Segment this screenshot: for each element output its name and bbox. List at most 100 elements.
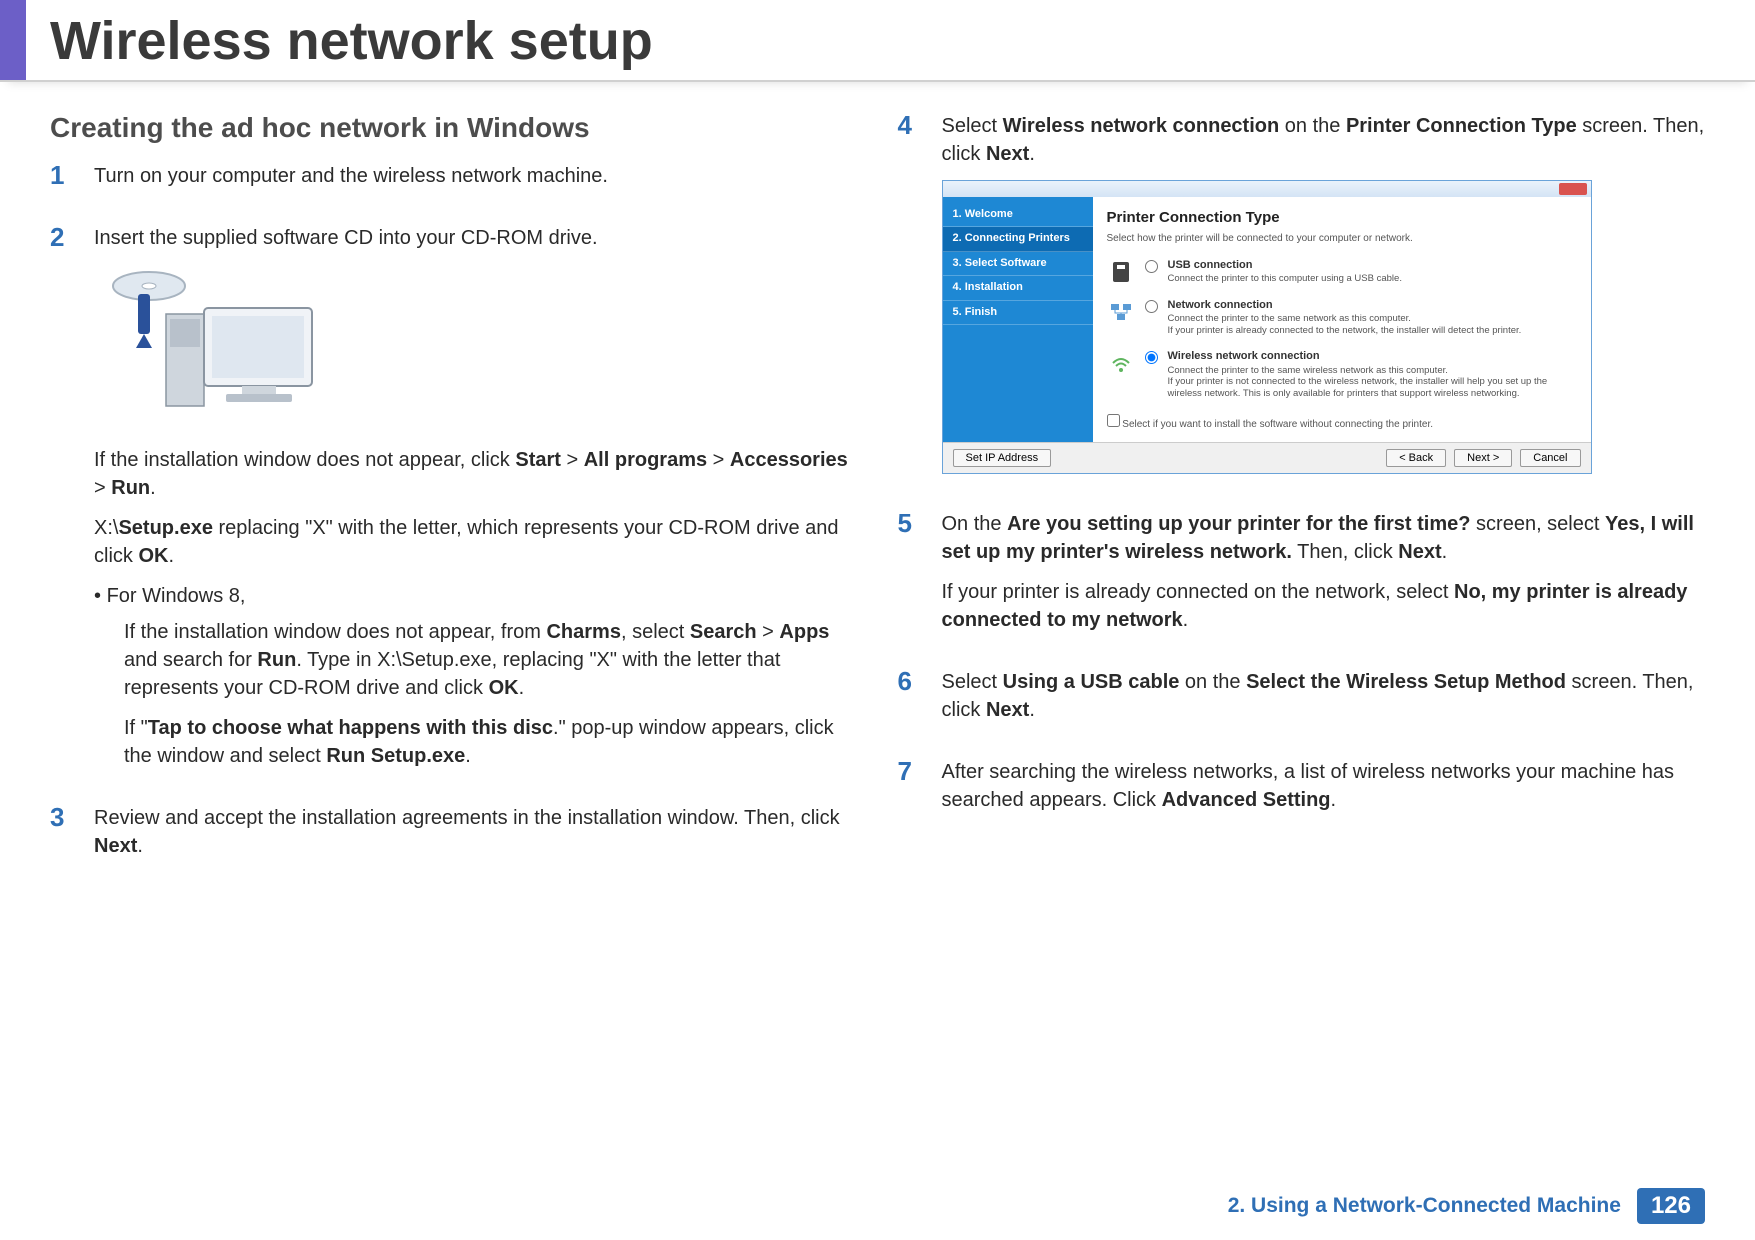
t: , select <box>621 621 690 643</box>
step-2-body: Insert the supplied software CD into you… <box>94 224 858 782</box>
chapter-label: 2. Using a Network-Connected Machine <box>1228 1194 1621 1218</box>
step-2-number: 2 <box>50 224 72 782</box>
wizard-step-4: 4. Installation <box>943 276 1093 300</box>
t: and search for <box>124 649 257 671</box>
dialog-sidebar: 1. Welcome 2. Connecting Printers 3. Sel… <box>943 197 1093 442</box>
step-4-number: 4 <box>898 112 920 488</box>
radio-wireless[interactable] <box>1145 351 1158 364</box>
option-network[interactable]: Network connection Connect the printer t… <box>1107 298 1577 337</box>
t: Printer Connection Type <box>1346 115 1577 137</box>
t: Then, click <box>1292 541 1398 563</box>
t: Setup.exe <box>118 517 212 539</box>
step-3: 3 Review and accept the installation agr… <box>50 804 858 872</box>
radio-network[interactable] <box>1145 300 1158 313</box>
page-number: 126 <box>1637 1188 1705 1224</box>
step-3-body: Review and accept the installation agree… <box>94 804 858 872</box>
step-7-text: After searching the wireless networks, a… <box>942 758 1706 814</box>
option-usb[interactable]: USB connection Connect the printer to th… <box>1107 258 1577 286</box>
step-2-p3: X:\Setup.exe replacing "X" with the lett… <box>94 514 858 570</box>
step-2-bullets: For Windows 8, If the installation windo… <box>94 582 858 770</box>
option-network-desc: Connect the printer to the same network … <box>1168 313 1577 337</box>
option-usb-title: USB connection <box>1168 258 1577 273</box>
t: . <box>519 677 525 699</box>
usb-icon <box>1107 258 1135 286</box>
option-usb-main: USB connection Connect the printer to th… <box>1168 258 1577 285</box>
t: If the installation window does not appe… <box>124 621 546 643</box>
option-wireless-title: Wireless network connection <box>1168 349 1577 364</box>
bullet-lead: For Windows 8, <box>107 585 246 607</box>
t: Search <box>690 621 757 643</box>
step-6-number: 6 <box>898 668 920 736</box>
option-network-main: Network connection Connect the printer t… <box>1168 298 1577 337</box>
t: . <box>465 745 471 767</box>
network-icon <box>1107 298 1135 326</box>
bullet-win8: For Windows 8, If the installation windo… <box>108 582 858 770</box>
step-6: 6 Select Using a USB cable on the Select… <box>898 668 1706 736</box>
next-button[interactable]: Next > <box>1454 449 1512 467</box>
t: . <box>1183 609 1189 631</box>
step-7-body: After searching the wireless networks, a… <box>942 758 1706 826</box>
t: OK <box>138 545 168 567</box>
step-5-p2: If your printer is already connected on … <box>942 578 1706 634</box>
header-accent <box>0 0 26 80</box>
t: on the <box>1279 115 1346 137</box>
t: Run Setup.exe <box>326 745 465 767</box>
t: . <box>1331 789 1337 811</box>
radio-usb[interactable] <box>1145 260 1158 273</box>
t: screen, select <box>1470 513 1605 535</box>
t: . <box>168 545 174 567</box>
dialog-checkbox-row[interactable]: Select if you want to install the softwa… <box>1107 414 1577 432</box>
step-3-number: 3 <box>50 804 72 872</box>
wizard-step-5: 5. Finish <box>943 301 1093 325</box>
section-subtitle: Creating the ad hoc network in Windows <box>50 112 858 144</box>
spacer <box>1059 449 1378 467</box>
cancel-button[interactable]: Cancel <box>1520 449 1580 467</box>
t: Review and accept the installation agree… <box>94 807 840 829</box>
step-2-text: Insert the supplied software CD into you… <box>94 224 858 252</box>
set-ip-button[interactable]: Set IP Address <box>953 449 1052 467</box>
step-1: 1 Turn on your computer and the wireless… <box>50 162 858 202</box>
checkbox-no-connect[interactable] <box>1107 414 1120 427</box>
t: Start <box>515 449 561 471</box>
left-column: Creating the ad hoc network in Windows 1… <box>50 112 858 894</box>
t: If the installation window does not appe… <box>94 449 515 471</box>
step-2-p2: If the installation window does not appe… <box>94 446 858 502</box>
t: If your printer is already connected on … <box>942 581 1455 603</box>
t: Are you setting up your printer for the … <box>1007 513 1470 535</box>
page-header: Wireless network setup <box>0 0 1755 82</box>
option-wireless-desc: Connect the printer to the same wireless… <box>1168 365 1577 401</box>
t: . <box>1442 541 1448 563</box>
wizard-step-2: 2. Connecting Printers <box>943 227 1093 251</box>
t: Advanced Setting <box>1162 789 1331 811</box>
close-icon[interactable] <box>1559 183 1587 195</box>
step-2: 2 Insert the supplied software CD into y… <box>50 224 858 782</box>
dialog-main: Printer Connection Type Select how the p… <box>1093 197 1591 442</box>
t: Apps <box>779 621 829 643</box>
option-wireless[interactable]: Wireless network connection Connect the … <box>1107 349 1577 400</box>
content-columns: Creating the ad hoc network in Windows 1… <box>0 82 1755 894</box>
t: . <box>1029 143 1035 165</box>
bullet-p2: If "Tap to choose what happens with this… <box>124 714 858 770</box>
step-1-body: Turn on your computer and the wireless n… <box>94 162 858 202</box>
right-column: 4 Select Wireless network connection on … <box>898 112 1706 894</box>
checkbox-label: Select if you want to install the softwa… <box>1122 419 1433 430</box>
wizard-step-1: 1. Welcome <box>943 203 1093 227</box>
back-button[interactable]: < Back <box>1386 449 1446 467</box>
t: > <box>707 449 730 471</box>
t: Select the Wireless Setup Method <box>1246 671 1566 693</box>
step-1-text: Turn on your computer and the wireless n… <box>94 162 858 190</box>
t: Run <box>257 649 296 671</box>
t: Select <box>942 671 1003 693</box>
t: Run <box>111 477 150 499</box>
t: > <box>94 477 111 499</box>
step-7: 7 After searching the wireless networks,… <box>898 758 1706 826</box>
dialog-titlebar <box>943 181 1591 197</box>
t: . <box>1029 699 1035 721</box>
dialog-body: 1. Welcome 2. Connecting Printers 3. Sel… <box>943 197 1591 442</box>
t: Next <box>94 835 137 857</box>
installer-dialog: 1. Welcome 2. Connecting Printers 3. Sel… <box>942 180 1592 474</box>
t: Next <box>986 699 1029 721</box>
t: Tap to choose what happens with this dis… <box>148 717 553 739</box>
option-usb-desc: Connect the printer to this computer usi… <box>1168 273 1577 285</box>
step-4-body: Select Wireless network connection on th… <box>942 112 1706 488</box>
